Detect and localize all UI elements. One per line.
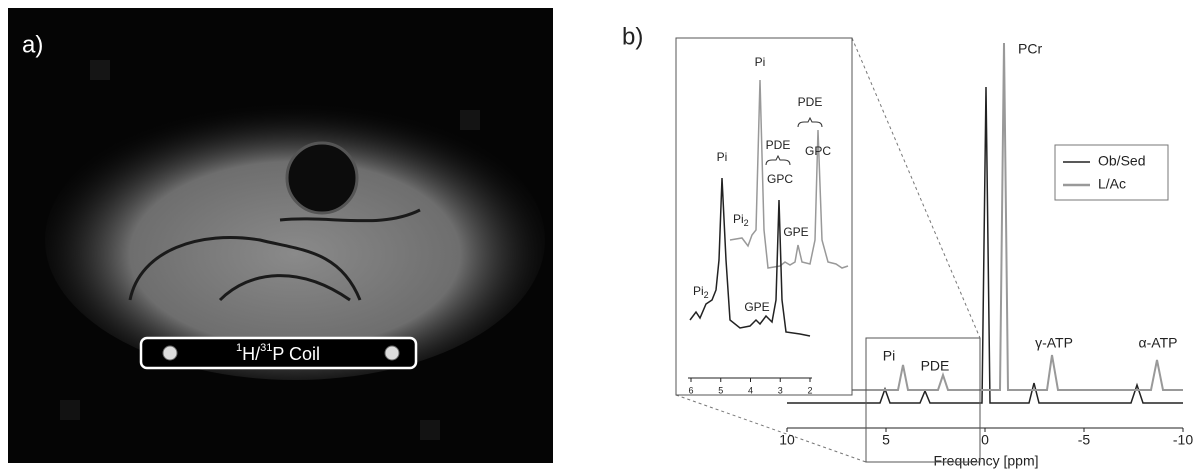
coil-marker	[385, 346, 399, 360]
peak-label: γ-ATP	[1035, 335, 1073, 351]
peak-label: α-ATP	[1139, 335, 1178, 351]
noise	[60, 400, 80, 420]
figure: 1H/31P Coil a) b) Frequency [ppm] PCr Pi…	[0, 0, 1199, 473]
legend-label: L/Ac	[1098, 176, 1126, 192]
noise	[460, 110, 480, 130]
x-tick-label: 2	[807, 385, 812, 395]
inset-label-text: Pi	[693, 284, 704, 298]
x-tick-label: 3	[778, 385, 783, 395]
x-tick-label: -5	[1078, 432, 1091, 448]
subscript: 2	[704, 290, 709, 300]
x-tick-label: 5	[718, 385, 723, 395]
x-tick-label: 4	[748, 385, 753, 395]
inset-label: Pi	[717, 150, 728, 164]
peak-label: PDE	[921, 358, 950, 374]
coil-text: P Coil	[272, 344, 320, 364]
vessel	[287, 143, 357, 213]
inset-label: Pi	[755, 55, 766, 69]
superscript: 31	[260, 342, 272, 354]
inset-label: GPC	[805, 144, 831, 158]
noise	[90, 60, 110, 80]
x-tick-label: 0	[981, 432, 989, 448]
peak-label: PCr	[1018, 41, 1042, 57]
inset-label-text: Pi	[733, 212, 744, 226]
peak-label: Pi	[883, 348, 895, 364]
x-axis-label: Frequency [ppm]	[933, 453, 1038, 469]
coil-text: H/	[242, 344, 260, 364]
x-tick-label: 10	[779, 432, 795, 448]
x-tick-label: 6	[688, 385, 693, 395]
noise	[420, 420, 440, 440]
subscript: 2	[744, 218, 749, 228]
x-tick-label: 5	[882, 432, 890, 448]
legend-label: Ob/Sed	[1098, 153, 1145, 169]
inset-label: GPE	[744, 300, 769, 314]
zoom-line	[852, 38, 980, 338]
inset-label: GPE	[783, 225, 808, 239]
inset-label: PDE	[798, 95, 823, 109]
coil-label: 1H/31P Coil	[236, 342, 320, 364]
mri-panel: 1H/31P Coil a)	[8, 8, 553, 463]
coil-marker	[163, 346, 177, 360]
inset-label: PDE	[766, 138, 791, 152]
x-tick-label: -10	[1173, 432, 1193, 448]
panel-label: a)	[22, 31, 43, 58]
panel-label: b)	[622, 23, 643, 50]
inset-label: GPC	[767, 172, 793, 186]
